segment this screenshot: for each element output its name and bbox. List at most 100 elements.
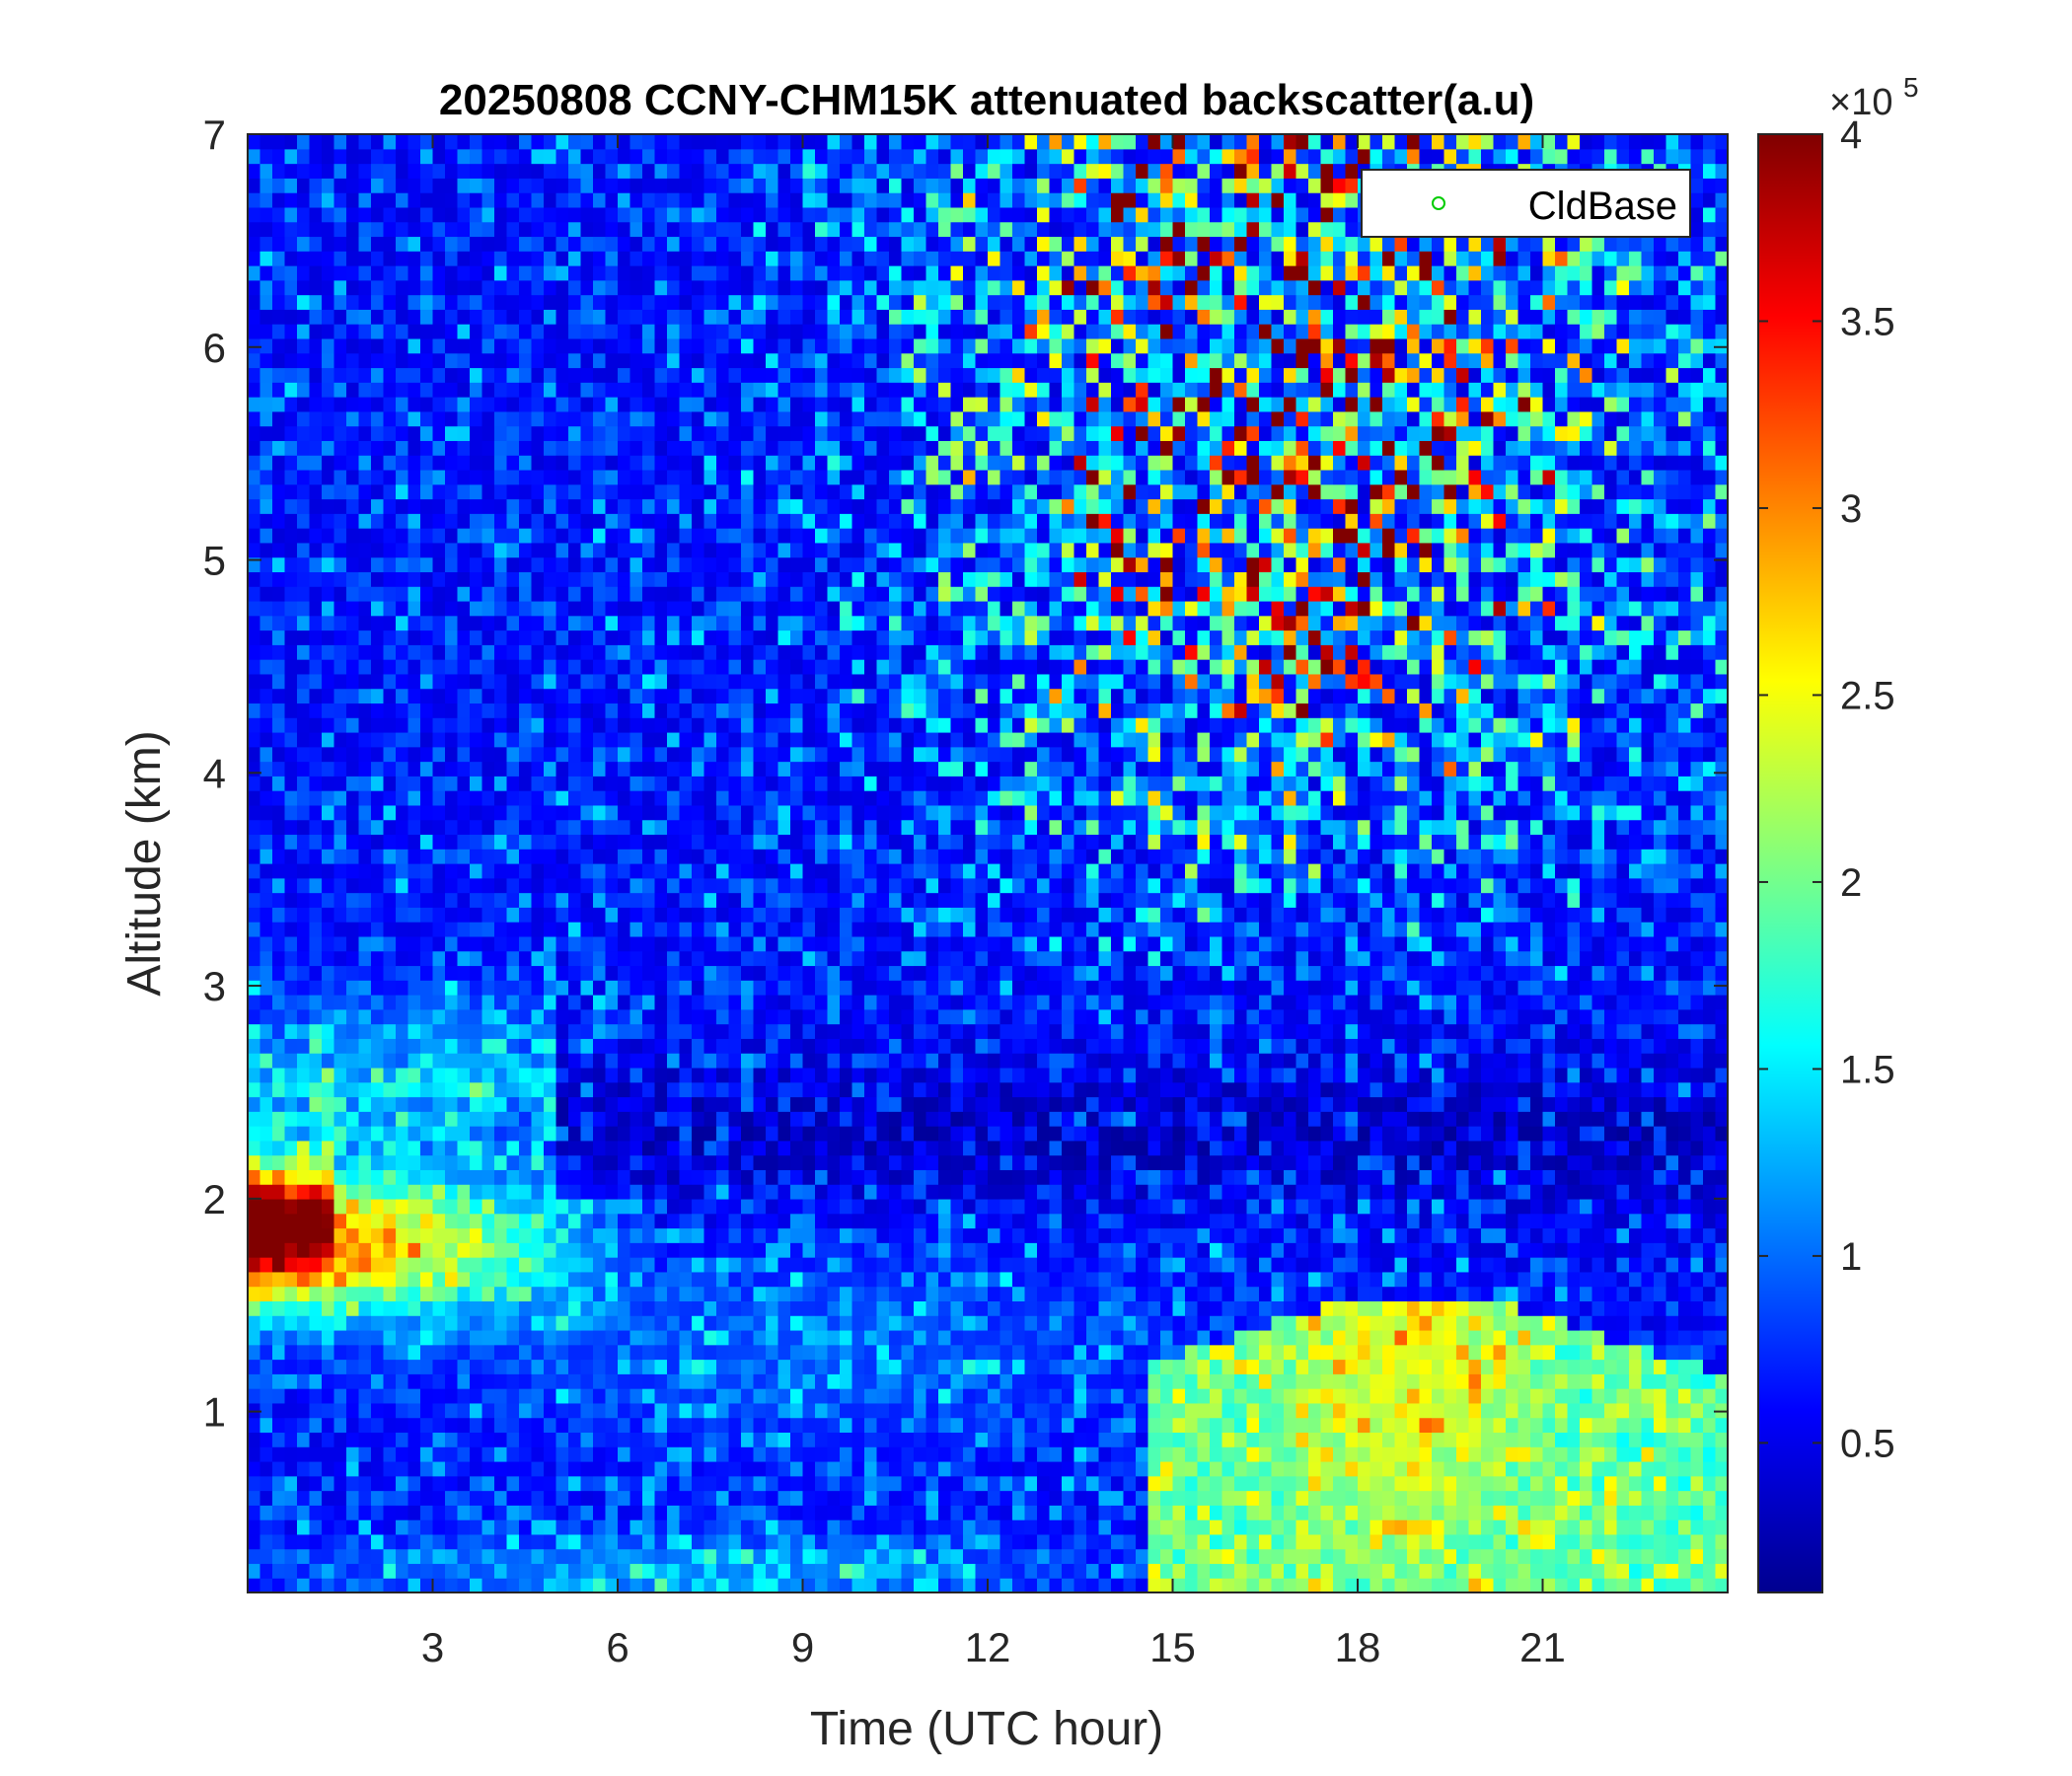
heatmap-cell <box>383 776 397 791</box>
heatmap-cell <box>420 1213 434 1229</box>
heatmap-cell <box>766 265 779 281</box>
heatmap-cell <box>753 1329 767 1346</box>
heatmap-cell <box>679 556 693 572</box>
heatmap-cell <box>396 221 409 238</box>
heatmap-cell <box>259 1417 273 1434</box>
heatmap-cell <box>703 221 717 238</box>
heatmap-cell <box>580 397 594 412</box>
heatmap-cell <box>618 1460 631 1477</box>
heatmap-cell <box>642 1460 656 1477</box>
heatmap-cell <box>568 1213 582 1229</box>
heatmap-cell <box>766 1432 779 1447</box>
heatmap-cell <box>629 440 643 456</box>
heatmap-cell <box>333 498 347 514</box>
heatmap-cell <box>593 1169 607 1185</box>
heatmap-cell <box>432 192 446 208</box>
heatmap-cell <box>802 907 816 923</box>
heatmap-cell <box>618 659 631 675</box>
heatmap-cell <box>420 1315 434 1331</box>
heatmap-cell <box>703 279 717 296</box>
heatmap-cell <box>309 717 323 733</box>
heatmap-cell <box>716 980 730 996</box>
heatmap-cell <box>383 1213 397 1229</box>
heatmap-cell <box>407 1432 421 1447</box>
heatmap-cell <box>654 324 668 339</box>
heatmap-cell <box>654 1329 668 1346</box>
heatmap-cell <box>827 1373 841 1389</box>
heatmap-cell <box>470 178 483 193</box>
heatmap-cell <box>346 746 360 763</box>
heatmap-cell <box>790 279 804 296</box>
heatmap-cell <box>840 1548 853 1565</box>
heatmap-cell <box>494 659 508 675</box>
heatmap-cell <box>519 324 533 339</box>
heatmap-cell <box>445 761 459 777</box>
heatmap-cell <box>692 761 705 777</box>
heatmap-cell <box>432 440 446 456</box>
heatmap-cell <box>629 1008 643 1025</box>
heatmap-cell <box>531 950 545 967</box>
heatmap-cell <box>703 483 717 500</box>
heatmap-cell <box>777 571 791 587</box>
heatmap-cell <box>618 644 631 660</box>
heatmap-cell <box>259 556 273 572</box>
heatmap-cell <box>445 1023 459 1039</box>
heatmap-cell <box>531 425 545 441</box>
heatmap-cell <box>346 1563 360 1579</box>
heatmap-cell <box>544 279 557 296</box>
heatmap-cell <box>568 324 582 339</box>
heatmap-cell <box>470 1460 483 1477</box>
heatmap-cell <box>371 1548 385 1565</box>
heatmap-cell <box>420 1126 434 1142</box>
heatmap-cell <box>679 134 693 150</box>
heatmap-cell <box>371 1359 385 1374</box>
heatmap-cell <box>618 1198 631 1215</box>
heatmap-cell <box>667 731 681 748</box>
heatmap-cell <box>667 1038 681 1054</box>
heatmap-cell <box>346 907 360 923</box>
heatmap-cell <box>309 309 323 325</box>
heatmap-cell <box>333 1271 347 1288</box>
heatmap-cell <box>790 294 804 310</box>
heatmap-cell <box>284 935 298 952</box>
heatmap-cell <box>494 1344 508 1361</box>
heatmap-cell <box>457 265 471 281</box>
heatmap-cell <box>618 425 631 441</box>
heatmap-cell <box>396 1023 409 1039</box>
heatmap-cell <box>358 1286 372 1301</box>
heatmap-cell <box>667 863 681 879</box>
heatmap-cell <box>383 688 397 704</box>
heatmap-cell <box>703 629 717 645</box>
heatmap-cell <box>827 382 841 398</box>
heatmap-cell <box>716 1140 730 1156</box>
heatmap-cell <box>790 1563 804 1579</box>
heatmap-cell <box>470 1213 483 1229</box>
heatmap-cell <box>728 922 742 937</box>
heatmap-cell <box>272 776 286 791</box>
heatmap-cell <box>580 659 594 675</box>
heatmap-cell <box>346 251 360 266</box>
heatmap-cell <box>445 1359 459 1374</box>
heatmap-cell <box>432 1300 446 1316</box>
heatmap-cell <box>777 819 791 836</box>
heatmap-cell <box>481 367 495 383</box>
heatmap-cell <box>519 804 533 821</box>
heatmap-cell <box>777 1053 791 1069</box>
heatmap-cell <box>851 834 865 850</box>
heatmap-cell <box>840 804 853 821</box>
heatmap-cell <box>642 790 656 806</box>
heatmap-cell <box>371 469 385 485</box>
heatmap-cell <box>667 1286 681 1301</box>
heatmap-cell <box>654 1023 668 1039</box>
heatmap-cell <box>457 688 471 704</box>
heatmap-cell <box>396 440 409 456</box>
heatmap-cell <box>716 324 730 339</box>
heatmap-cell <box>248 615 261 631</box>
heatmap-cell <box>531 644 545 660</box>
heatmap-cell <box>407 1563 421 1579</box>
heatmap-cell <box>284 352 298 369</box>
heatmap-cell <box>396 907 409 923</box>
heatmap-cell <box>654 1359 668 1374</box>
heatmap-cell <box>728 950 742 967</box>
heatmap-cell <box>790 1286 804 1301</box>
